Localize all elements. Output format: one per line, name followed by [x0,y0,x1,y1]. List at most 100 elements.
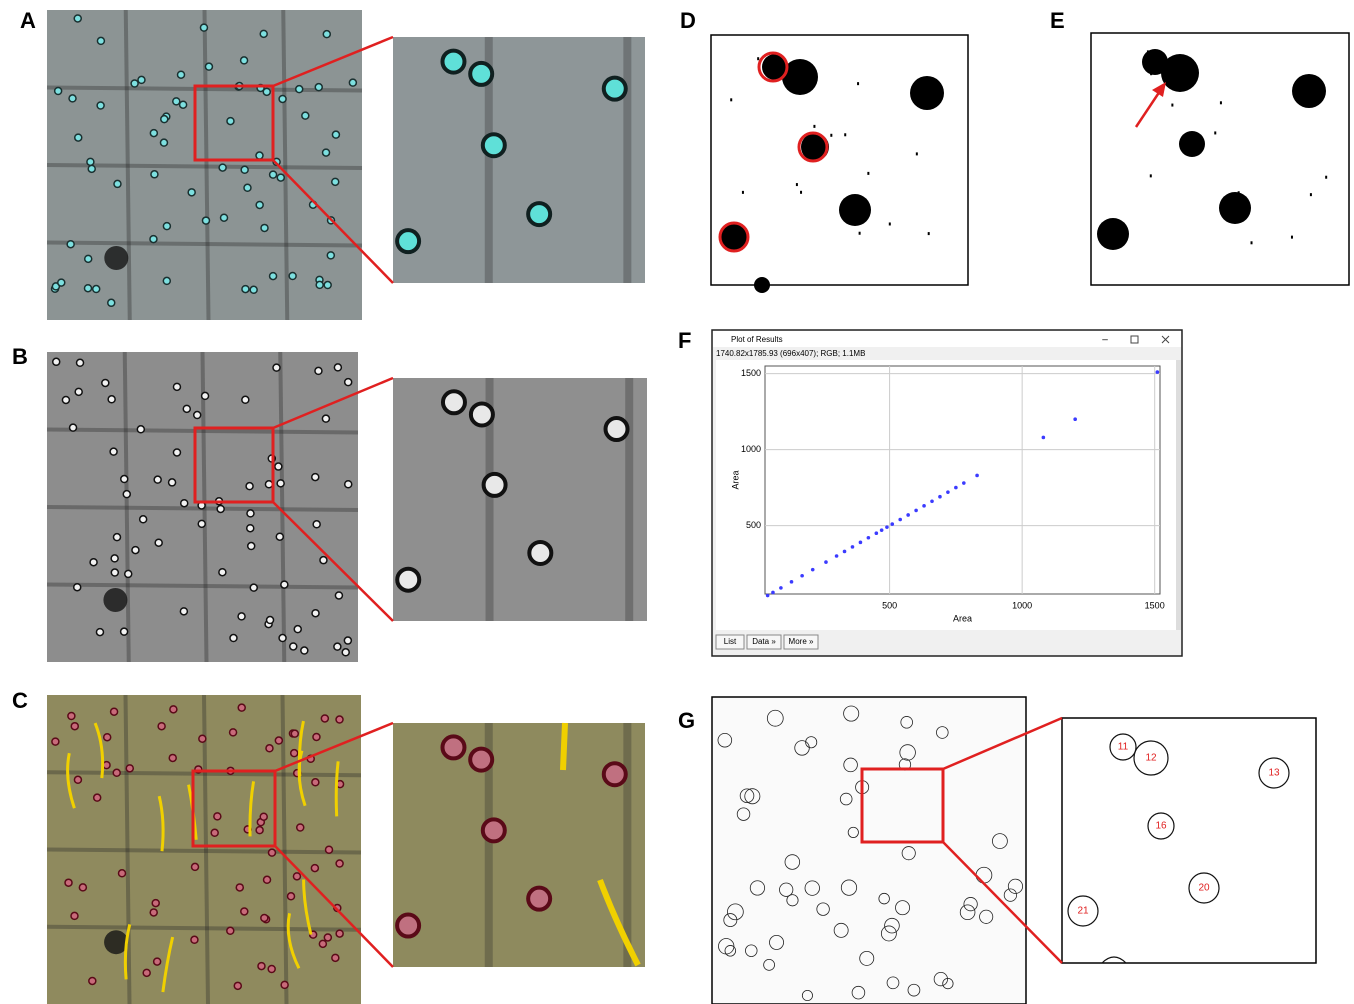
cell [311,865,318,872]
cell [77,359,84,366]
debris [103,588,127,612]
point [835,554,839,558]
point [898,518,902,522]
cell [316,281,323,288]
cell [604,763,626,785]
button-label[interactable]: Data » [752,637,776,646]
point [859,541,863,545]
cell [250,286,257,293]
cell [178,71,185,78]
mask-image [1091,33,1349,285]
panel-label: B [12,344,28,369]
cell [227,927,234,934]
speck [867,172,869,175]
point [922,504,926,508]
cell [125,570,132,577]
speck [916,152,918,155]
cell [126,765,133,772]
cell [71,912,78,919]
cell [108,299,115,306]
cell [55,87,62,94]
cell [334,364,341,371]
point [824,560,828,564]
cell [62,396,69,403]
cell [170,706,177,713]
cell [322,415,329,422]
cell [256,827,263,834]
cell [265,481,272,488]
cell [131,80,138,87]
zoom-image [393,37,645,283]
cell [202,217,209,224]
cell [246,483,253,490]
cell [188,189,195,196]
cell [241,57,248,64]
cell [104,734,111,741]
cell [604,78,626,100]
cell [281,981,288,988]
speck [1238,191,1240,194]
cell [294,626,301,633]
cell [344,637,351,644]
button-label[interactable]: More » [789,637,814,646]
cell [219,164,226,171]
x-tick-label: 500 [882,600,897,610]
x-axis-label: Area [953,613,972,623]
cell [312,779,319,786]
blob [1219,192,1251,224]
zoom-image [393,723,645,967]
cell [345,481,352,488]
cell [205,63,212,70]
cell [242,396,249,403]
cell [256,152,263,159]
y-tick-label: 1000 [741,444,761,454]
cell [334,643,341,650]
cell [150,236,157,243]
cell [150,130,157,137]
cell [319,940,326,947]
speck [844,133,846,136]
window-title: Plot of Results [731,335,783,344]
speck [1291,236,1293,239]
cell [94,794,101,801]
cell [397,915,419,937]
cell [110,448,117,455]
cell [74,584,81,591]
point [890,522,894,526]
debris [104,246,128,270]
plot-canvas [716,360,1176,630]
image-info: 1740.82x1785.93 (696x407); RGB; 1.1MB [716,349,865,358]
cell [264,876,271,883]
panel-label: C [12,688,28,713]
cell [70,424,77,431]
cell [279,95,286,102]
point [800,574,804,578]
cell [155,539,162,546]
cell [293,873,300,880]
window-control[interactable]: – [1102,335,1108,346]
cell [163,223,170,230]
cell [397,569,419,591]
panel-label: G [678,708,695,733]
cell [163,277,170,284]
speck [1220,101,1222,104]
cell [74,15,81,22]
point [1073,417,1077,421]
button-label[interactable]: List [724,637,737,646]
cell [277,480,284,487]
object-number: 12 [1145,753,1157,764]
cell [79,884,86,891]
cell [211,829,218,836]
cell [277,174,284,181]
cell [442,51,464,73]
cell [137,426,144,433]
cell [241,908,248,915]
object-number: 13 [1268,768,1280,779]
cell [114,180,121,187]
outline-image [712,697,1026,1004]
cell [267,617,274,624]
speck [1196,74,1198,77]
object-number: 16 [1155,821,1167,832]
cell [113,769,120,776]
cell [238,613,245,620]
